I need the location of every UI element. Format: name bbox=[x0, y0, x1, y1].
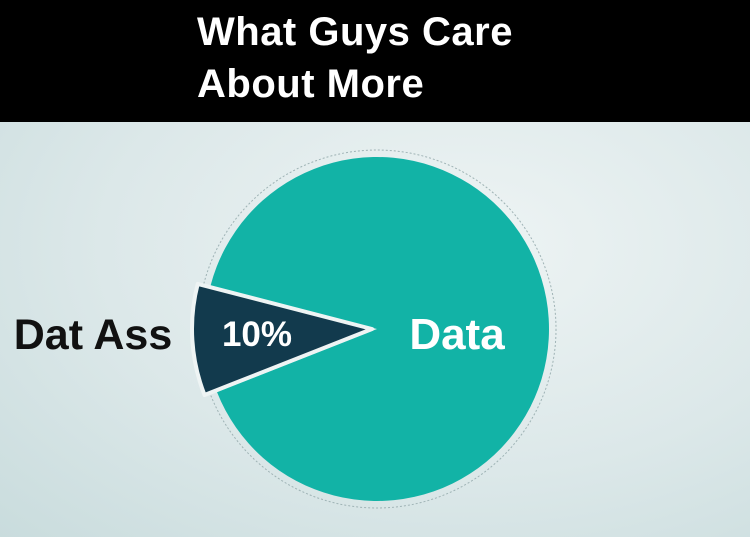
pie-outline-ring bbox=[197, 149, 557, 509]
pie-slice-dat-ass bbox=[190, 281, 374, 397]
title-line-1: What Guys Care bbox=[197, 10, 513, 54]
chart-title: What Guys Care About More bbox=[197, 6, 617, 110]
pie-slice-data bbox=[210, 156, 549, 501]
title-line-2: About More bbox=[197, 62, 425, 106]
title-bar: What Guys Care About More bbox=[0, 0, 750, 122]
slice-label-dat-ass: Dat Ass bbox=[14, 311, 173, 359]
slice-value-label: 10% bbox=[222, 315, 292, 354]
slice-label-data: Data bbox=[409, 310, 505, 359]
